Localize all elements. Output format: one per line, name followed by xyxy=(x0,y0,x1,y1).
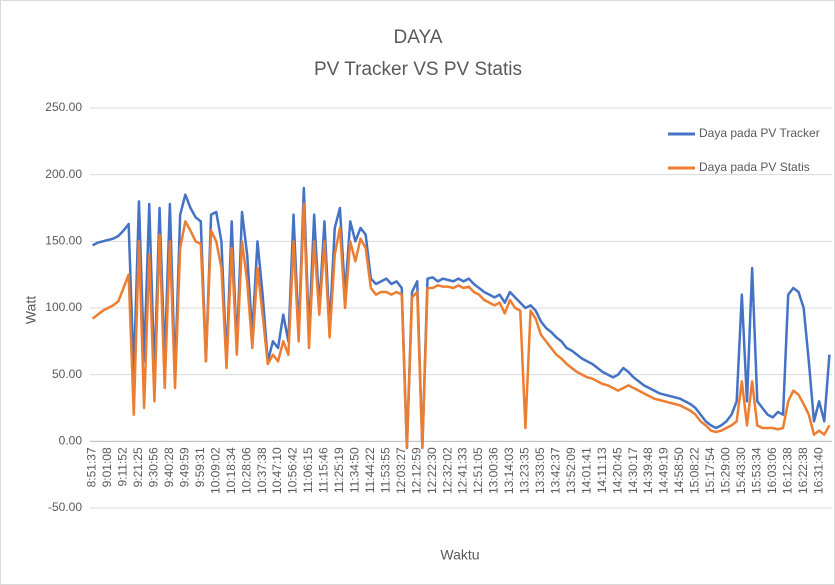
x-tick-label: 12:22:30 xyxy=(425,447,439,494)
x-tick-label: 9:01:08 xyxy=(100,447,114,487)
x-tick-label: 13:23:35 xyxy=(518,447,532,494)
x-tick-label: 14:39:48 xyxy=(641,447,655,494)
y-tick-label: 50.00 xyxy=(52,367,82,381)
x-tick-label: 14:20:45 xyxy=(610,447,624,494)
x-tick-label: 14:58:50 xyxy=(672,447,686,494)
x-tick-label: 16:03:06 xyxy=(765,447,779,494)
x-tick-label: 16:22:38 xyxy=(796,447,810,494)
series-line xyxy=(91,202,831,450)
x-tick-label: 12:51:05 xyxy=(471,447,485,494)
x-tick-label: 12:03:27 xyxy=(394,447,408,494)
x-tick-label: 13:52:09 xyxy=(564,447,578,494)
legend-label: Daya pada PV Tracker xyxy=(699,126,820,140)
x-tick-label: 13:00:36 xyxy=(487,447,501,494)
x-tick-label: 12:41:33 xyxy=(456,447,470,494)
x-tick-label: 10:18:34 xyxy=(224,447,238,494)
x-tick-label: 11:15:46 xyxy=(317,447,331,493)
x-tick-label: 13:42:37 xyxy=(548,447,562,494)
x-tick-label: 9:11:52 xyxy=(116,447,130,486)
x-tick-label: 9:40:28 xyxy=(162,447,176,487)
x-tick-label: 8:51:37 xyxy=(85,447,99,487)
x-tick-label: 13:33:05 xyxy=(533,447,547,494)
legend-label: Daya pada PV Statis xyxy=(699,160,810,174)
x-tick-label: 11:44:22 xyxy=(363,447,377,493)
x-tick-label: 10:28:06 xyxy=(239,447,253,494)
x-tick-label: 16:12:38 xyxy=(780,447,794,494)
x-tick-label: 10:47:10 xyxy=(270,447,284,494)
x-tick-label: 10:09:02 xyxy=(208,447,222,494)
x-tick-label: 15:29:00 xyxy=(719,447,733,494)
x-tick-label: 14:49:19 xyxy=(657,447,671,494)
y-tick-label: 150.00 xyxy=(45,234,82,248)
x-tick-label: 13:14:03 xyxy=(502,447,516,494)
y-axis-title: Watt xyxy=(23,296,39,324)
x-tick-label: 10:37:38 xyxy=(255,447,269,494)
x-tick-label: 11:34:50 xyxy=(348,447,362,493)
x-tick-label: 15:43:30 xyxy=(734,447,748,494)
x-tick-label: 10:56:42 xyxy=(286,447,300,494)
x-tick-label: 9:30:56 xyxy=(147,447,161,487)
chart-subtitle: PV Tracker VS PV Statis xyxy=(314,59,522,80)
series-line xyxy=(92,186,831,450)
x-tick-label: 11:25:19 xyxy=(332,447,346,493)
x-tick-label: 9:21:25 xyxy=(131,447,145,487)
x-tick-label: 14:30:17 xyxy=(626,447,640,494)
x-tick-label: 11:53:55 xyxy=(378,447,392,493)
x-tick-label: 12:12:59 xyxy=(409,447,423,494)
y-tick-label: 0.00 xyxy=(59,434,83,448)
x-tick-label: 14:11:13 xyxy=(595,447,609,493)
x-tick-label: 15:53:34 xyxy=(749,447,763,494)
chart-title: DAYA xyxy=(394,27,443,48)
y-tick-label: 250.00 xyxy=(45,100,82,114)
y-tick-label: 200.00 xyxy=(45,167,82,181)
x-tick-label: 15:08:22 xyxy=(688,447,702,494)
x-tick-label: 14:01:41 xyxy=(579,447,593,494)
x-tick-label: 15:17:54 xyxy=(703,447,717,494)
x-tick-label: 12:32:02 xyxy=(440,447,454,494)
y-tick-label: 100.00 xyxy=(45,300,82,314)
y-tick-label: -50.00 xyxy=(48,500,82,514)
x-tick-label: 16:31:40 xyxy=(811,447,825,494)
x-tick-label: 11:06:15 xyxy=(301,447,315,493)
x-tick-label: 9:49:59 xyxy=(177,447,191,487)
x-tick-label: 9:59:31 xyxy=(193,447,207,487)
x-axis-title: Waktu xyxy=(440,547,479,563)
